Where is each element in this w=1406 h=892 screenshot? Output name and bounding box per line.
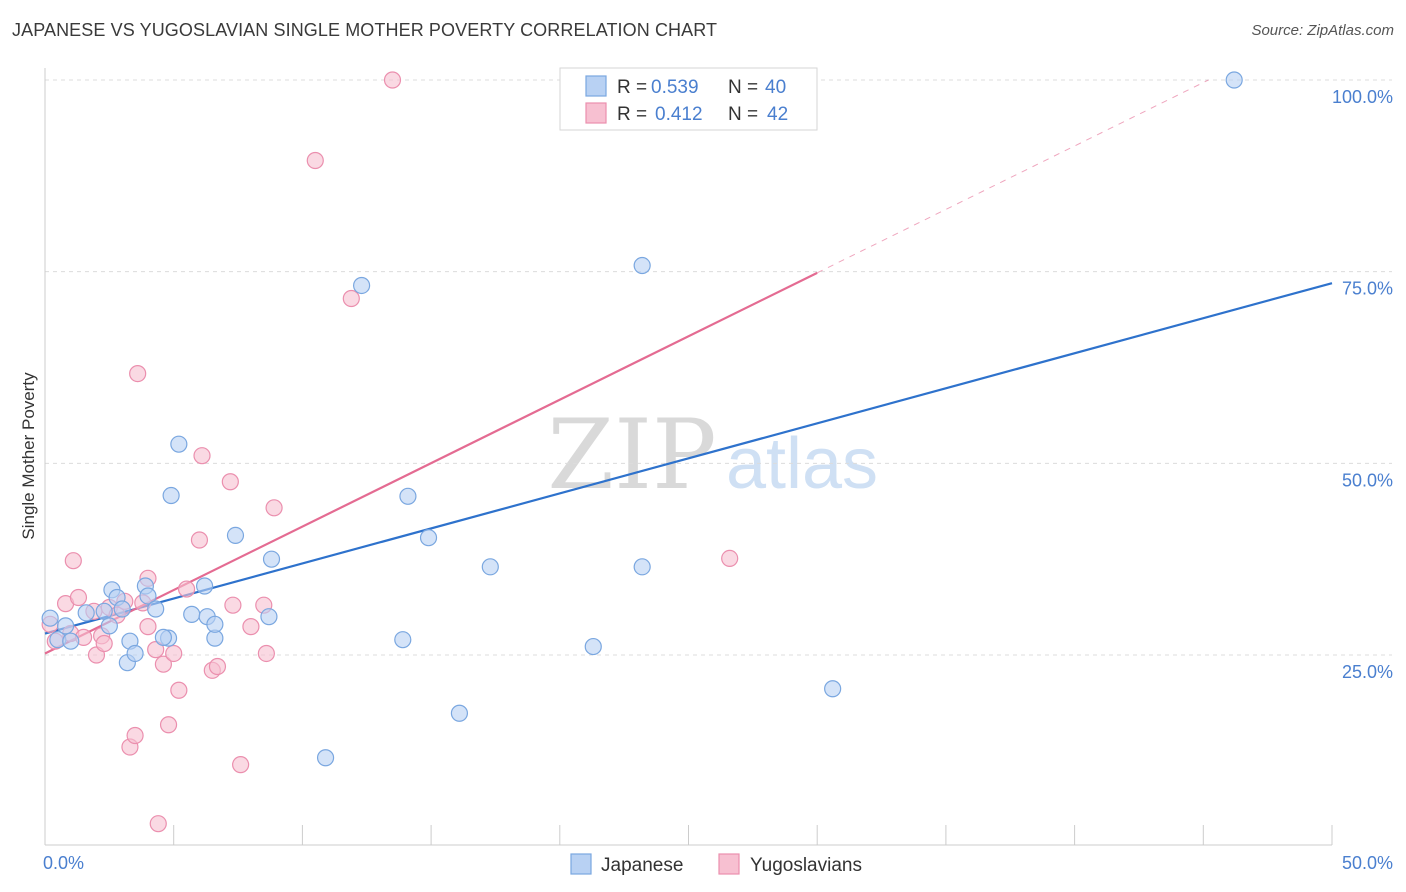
japanese-point-2 — [56, 617, 75, 635]
watermark-atlas: atlas — [726, 424, 878, 504]
japanese-point-25 — [262, 550, 281, 568]
japanese-point-19 — [183, 605, 201, 623]
bottom-legend-label-japanese: Japanese — [601, 855, 683, 876]
watermark: ZIP atlas — [547, 399, 878, 511]
legend-n-value-japanese: 40 — [765, 77, 786, 98]
legend-r-value-japanese: 0.539 — [651, 77, 699, 98]
watermark-zip: ZIP — [547, 399, 716, 511]
y-tick-label-50: 50.0% — [1342, 470, 1393, 490]
x-tick-label-50: 50.0% — [1342, 853, 1393, 873]
bottom-legend-label-yugoslavians: Yugoslavians — [750, 855, 862, 876]
japanese-point-13 — [139, 587, 157, 605]
chart-source: Source: ZipAtlas.com — [1251, 22, 1394, 39]
yugoslavian-point-41 — [139, 618, 157, 636]
japanese-point-3 — [62, 632, 80, 650]
yugoslavian-point-20 — [149, 815, 167, 833]
japanese-point-35 — [633, 256, 651, 275]
japanese-point-38 — [206, 615, 224, 633]
yugoslavian-point-39 — [383, 71, 402, 89]
y-tick-label-25: 25.0% — [1342, 662, 1393, 682]
chart-title: JAPANESE VS YUGOSLAVIAN SINGLE MOTHER PO… — [12, 20, 718, 40]
japanese-point-12 — [126, 644, 144, 663]
yugoslavian-point-25 — [177, 580, 196, 598]
yugoslavian-point-19 — [147, 641, 165, 659]
japanese-point-34 — [633, 558, 651, 576]
japanese-point-33 — [584, 637, 602, 656]
stats-legend: R = 0.539 N = 40 R = 0.412 N = 42 — [559, 67, 818, 131]
yugoslavian-point-15 — [126, 726, 144, 745]
yugoslavian-point-40 — [721, 549, 739, 568]
yugoslavian-point-10 — [95, 634, 113, 653]
japanese-point-22 — [226, 526, 245, 545]
yugoslavian-point-23 — [165, 644, 183, 663]
yugoslavian-point-33 — [242, 618, 260, 636]
yugoslavian-point-4 — [64, 552, 82, 570]
yugoslavian-point-36 — [265, 499, 283, 517]
yugoslavian-point-26 — [190, 531, 209, 549]
trend-lines — [44, 79, 1333, 655]
japanese-point-32 — [481, 558, 499, 576]
japanese-point-26 — [316, 749, 335, 767]
japanese-point-5 — [95, 602, 113, 620]
y-tick-label-75: 75.0% — [1342, 279, 1393, 299]
gridlines — [45, 79, 1392, 656]
legend-r-label-japanese: R = — [617, 77, 647, 98]
legend-n-label-japanese: N = — [728, 77, 758, 98]
japanese-point-18 — [147, 600, 165, 618]
japanese-point-24 — [260, 608, 278, 626]
yugoslavian-point-27 — [193, 447, 211, 465]
japanese-point-4 — [77, 604, 95, 622]
yugoslavian-point-37 — [306, 151, 324, 170]
yugoslavian-point-17 — [129, 365, 147, 383]
bottom-legend-swatch-japanese — [570, 853, 592, 875]
japanese-trend-line — [44, 282, 1333, 635]
japanese-point-29 — [399, 487, 417, 505]
y-tick-label-100: 100.0% — [1332, 87, 1393, 107]
japanese-point-6 — [100, 617, 118, 635]
yugoslavian-point-31 — [224, 596, 242, 614]
japanese-point-37 — [1225, 71, 1243, 89]
yugoslavian-point-38 — [342, 289, 360, 308]
legend-r-value-yugoslavians: 0.412 — [655, 104, 703, 125]
japanese-point-30 — [419, 529, 438, 547]
yugoslavian-trend-line — [44, 271, 818, 655]
yugoslavian-trend-extension — [816, 79, 1209, 274]
yugoslavian-point-5 — [69, 588, 88, 607]
japanese-point-39 — [113, 600, 131, 618]
x-ticks — [44, 825, 1333, 845]
x-tick-labels: 0.0% 50.0% — [43, 853, 1393, 873]
japanese-point-28 — [394, 631, 412, 649]
y-axis-title: Single Mother Poverty — [19, 372, 38, 540]
legend-swatch-japanese — [585, 75, 607, 97]
yugoslavian-point-32 — [232, 756, 250, 774]
series-legend: Japanese Yugoslavians — [570, 853, 862, 876]
legend-n-value-yugoslavians: 42 — [767, 104, 788, 125]
data-points — [41, 71, 1243, 833]
bottom-legend-swatch-yugoslavians — [718, 853, 740, 875]
japanese-point-17 — [170, 435, 188, 453]
japanese-point-36 — [824, 680, 842, 698]
japanese-point-27 — [353, 276, 371, 295]
x-tick-label-0: 0.0% — [43, 853, 84, 873]
yugoslavian-point-24 — [170, 681, 188, 699]
japanese-point-31 — [450, 704, 469, 722]
legend-n-label-yugoslavians: N = — [728, 104, 758, 125]
japanese-point-15 — [154, 628, 173, 646]
y-tick-labels: 25.0% 50.0% 75.0% 100.0% — [1332, 87, 1393, 682]
yugoslavian-point-21 — [154, 655, 173, 673]
legend-r-label-yugoslavians: R = — [617, 104, 647, 125]
yugoslavian-point-35 — [257, 644, 275, 663]
yugoslavian-point-22 — [159, 716, 178, 734]
legend-swatch-yugoslavians — [585, 102, 607, 124]
yugoslavian-point-30 — [221, 473, 239, 491]
japanese-point-20 — [195, 577, 214, 595]
yugoslavian-point-29 — [208, 657, 227, 676]
japanese-point-0 — [41, 609, 59, 627]
japanese-point-16 — [162, 486, 180, 505]
